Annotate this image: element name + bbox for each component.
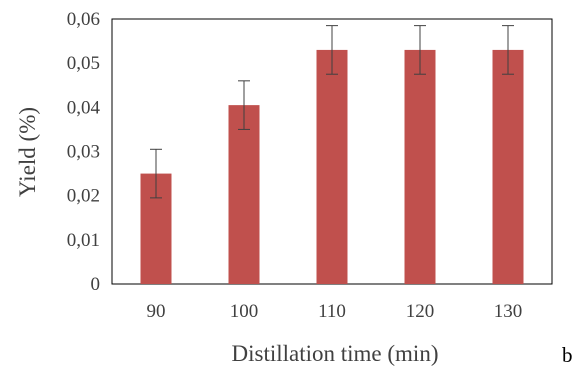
- y-tick-label: 0,04: [67, 97, 101, 118]
- y-tick-label: 0: [91, 274, 101, 295]
- y-tick-label: 0,03: [67, 142, 100, 163]
- x-axis-title: Distillation time (min): [232, 341, 439, 366]
- y-tick-label: 0,06: [67, 9, 100, 30]
- y-tick-label: 0,02: [67, 186, 100, 207]
- bars-group: [140, 49, 524, 284]
- bar: [404, 49, 436, 284]
- error-bars-group: [150, 25, 514, 199]
- bar: [228, 105, 260, 284]
- x-tick-labels: 90 100 110 120 130: [147, 301, 523, 322]
- x-tick-label: 130: [494, 301, 523, 322]
- x-tick-label: 110: [318, 301, 346, 322]
- y-axis-title: Yield (%): [15, 107, 40, 197]
- panel-label: b: [562, 343, 573, 367]
- x-tick-label: 90: [147, 301, 166, 322]
- bar: [492, 49, 524, 284]
- y-tick-label: 0,01: [67, 230, 100, 251]
- y-tick-labels: 0 0,01 0,02 0,03 0,04 0,05 0,06: [67, 9, 101, 295]
- x-tick-label: 100: [230, 301, 259, 322]
- x-tick-label: 120: [406, 301, 435, 322]
- y-tick-label: 0,05: [67, 53, 100, 74]
- bar: [316, 49, 348, 284]
